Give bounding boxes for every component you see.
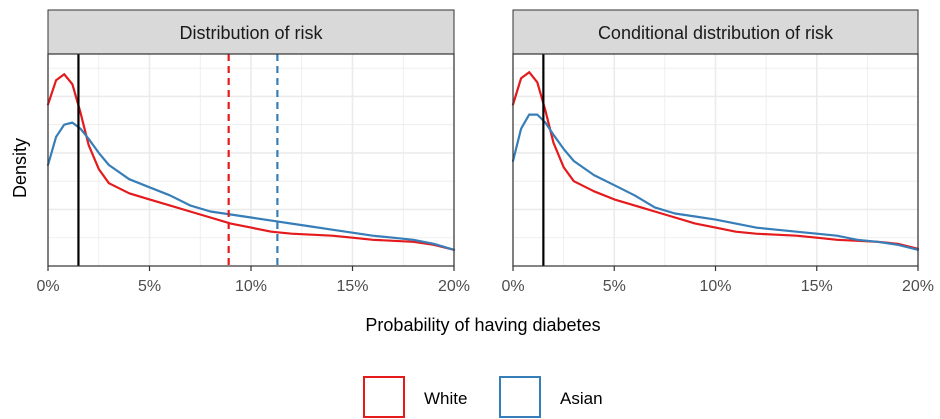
x-tick-label: 15% bbox=[801, 278, 833, 295]
x-tick-label: 0% bbox=[501, 278, 524, 295]
panel-strip bbox=[512, 9, 919, 55]
grid bbox=[47, 54, 455, 266]
panel-2: Conditional distribution of risk 0% 5% 10% 1… bbox=[501, 9, 934, 295]
x-tick-label: 20% bbox=[902, 278, 934, 295]
y-axis-label: Density bbox=[10, 138, 30, 198]
series-line-white bbox=[46, 73, 456, 251]
x-tick-label: 0% bbox=[36, 278, 59, 295]
x-axis-label: Probability of having diabetes bbox=[365, 315, 600, 335]
x-tick-label: 10% bbox=[699, 278, 731, 295]
series-line-white bbox=[511, 71, 920, 250]
x-tick-label: 15% bbox=[336, 278, 368, 295]
series-line-asian bbox=[511, 113, 920, 251]
legend: White Asian bbox=[363, 376, 603, 418]
legend-key-white bbox=[363, 376, 405, 418]
legend-label-asian: Asian bbox=[560, 389, 603, 408]
legend-label-white: White bbox=[424, 389, 467, 408]
series-line-asian bbox=[46, 121, 456, 251]
x-tick-label: 5% bbox=[603, 278, 626, 295]
panel-1: Distribution of risk 0% 5% 10% 15% 20% bbox=[36, 9, 470, 295]
legend-key-asian bbox=[499, 376, 541, 418]
x-tick-label: 10% bbox=[235, 278, 267, 295]
panel-title: Distribution of risk bbox=[179, 23, 323, 43]
panel-strip bbox=[47, 9, 455, 55]
panel-title: Conditional distribution of risk bbox=[598, 23, 834, 43]
x-tick-label: 20% bbox=[438, 278, 470, 295]
x-tick-label: 5% bbox=[138, 278, 161, 295]
